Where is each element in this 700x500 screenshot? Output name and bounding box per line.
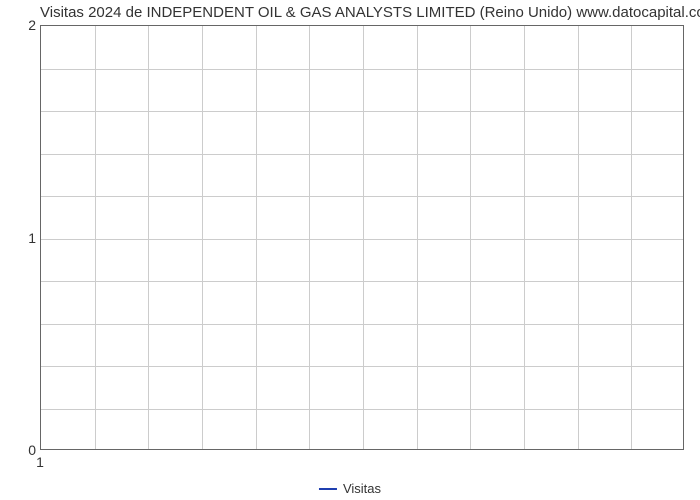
grid-line-vertical: [256, 26, 257, 449]
line-chart: Visitas 2024 de INDEPENDENT OIL & GAS AN…: [0, 0, 700, 500]
grid-line-horizontal: [41, 239, 683, 240]
grid-line-vertical: [631, 26, 632, 449]
y-axis-tick-label: 2: [6, 17, 36, 33]
grid-line-horizontal: [41, 196, 683, 197]
grid-line-vertical: [309, 26, 310, 449]
plot-area: [40, 25, 684, 450]
grid-line-vertical: [470, 26, 471, 449]
legend: Visitas: [319, 481, 381, 496]
legend-swatch: [319, 488, 337, 490]
grid-line-horizontal: [41, 281, 683, 282]
grid-line-vertical: [524, 26, 525, 449]
grid-line-horizontal: [41, 154, 683, 155]
grid-line-vertical: [417, 26, 418, 449]
grid-line-horizontal: [41, 111, 683, 112]
grid-line-horizontal: [41, 324, 683, 325]
grid-line-horizontal: [41, 366, 683, 367]
y-axis-tick-label: 0: [6, 442, 36, 458]
grid-line-vertical: [578, 26, 579, 449]
grid-line-horizontal: [41, 409, 683, 410]
grid-line-horizontal: [41, 69, 683, 70]
y-axis-tick-label: 1: [6, 230, 36, 246]
grid-line-vertical: [363, 26, 364, 449]
grid-line-vertical: [148, 26, 149, 449]
legend-label: Visitas: [343, 481, 381, 496]
grid-line-vertical: [95, 26, 96, 449]
x-axis-tick-label: 1: [36, 454, 44, 470]
chart-title: Visitas 2024 de INDEPENDENT OIL & GAS AN…: [40, 4, 700, 21]
grid-line-vertical: [202, 26, 203, 449]
